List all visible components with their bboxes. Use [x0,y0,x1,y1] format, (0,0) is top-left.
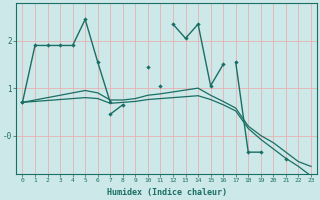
X-axis label: Humidex (Indice chaleur): Humidex (Indice chaleur) [107,188,227,197]
